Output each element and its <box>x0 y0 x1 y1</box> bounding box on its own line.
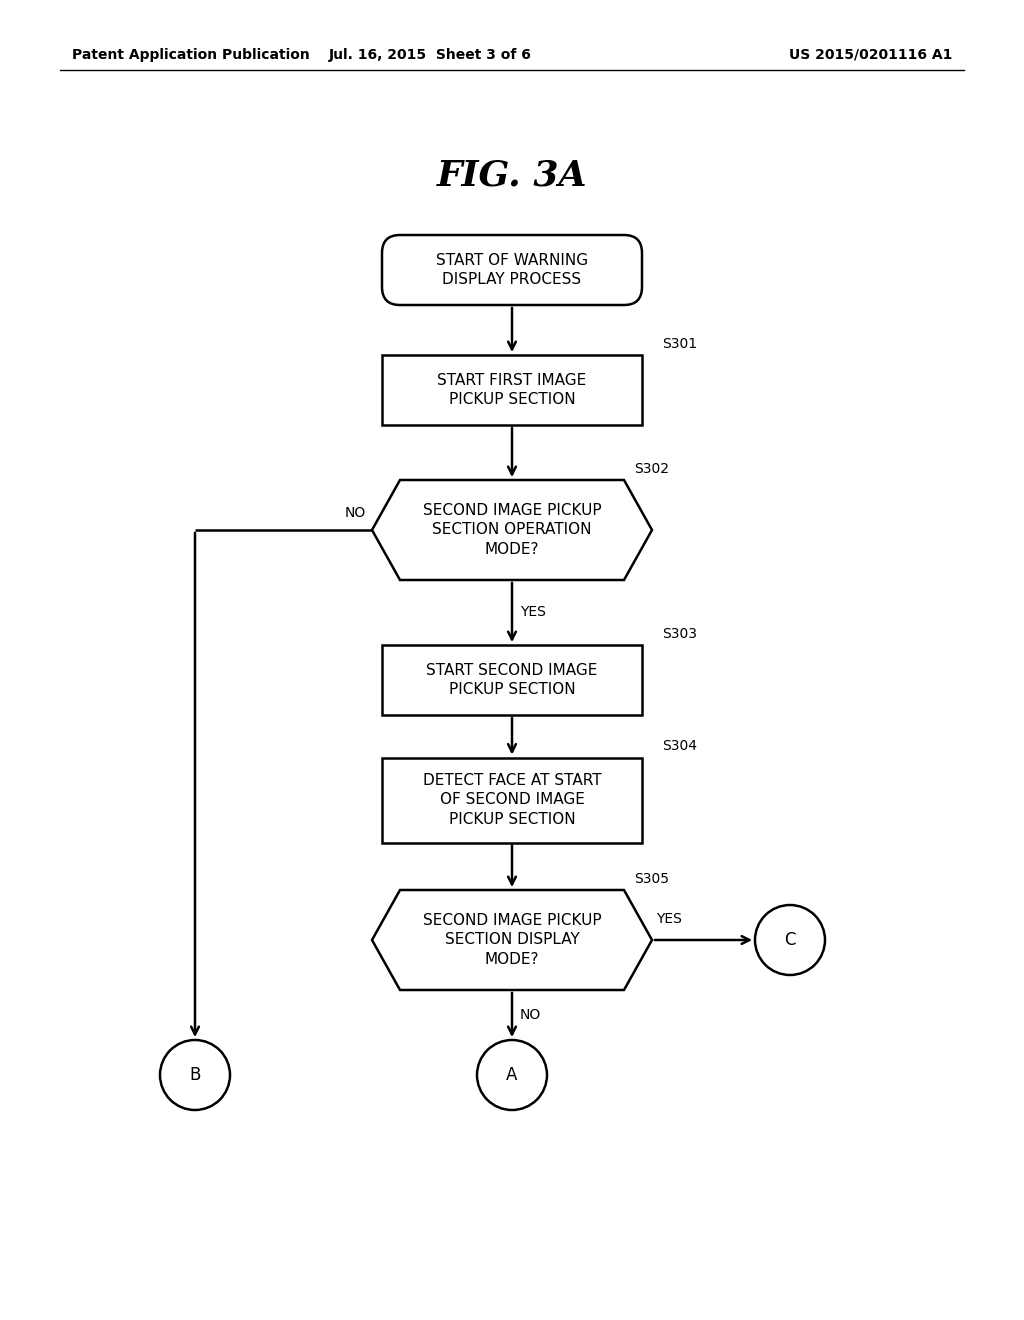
Text: NO: NO <box>520 1008 542 1022</box>
Bar <box>382 355 642 425</box>
Text: S305: S305 <box>634 873 669 886</box>
Text: S304: S304 <box>662 739 697 754</box>
Text: FIG. 3A: FIG. 3A <box>437 158 587 191</box>
Bar <box>382 645 642 715</box>
Circle shape <box>755 906 825 975</box>
Text: DETECT FACE AT START
OF SECOND IMAGE
PICKUP SECTION: DETECT FACE AT START OF SECOND IMAGE PIC… <box>423 772 601 828</box>
Text: START FIRST IMAGE
PICKUP SECTION: START FIRST IMAGE PICKUP SECTION <box>437 372 587 408</box>
Text: S301: S301 <box>662 337 697 351</box>
Text: START OF WARNING
DISPLAY PROCESS: START OF WARNING DISPLAY PROCESS <box>436 252 588 288</box>
Text: YES: YES <box>656 912 682 927</box>
Text: NO: NO <box>345 506 366 520</box>
Text: A: A <box>506 1067 518 1084</box>
Text: C: C <box>784 931 796 949</box>
Text: SECOND IMAGE PICKUP
SECTION DISPLAY
MODE?: SECOND IMAGE PICKUP SECTION DISPLAY MODE… <box>423 912 601 968</box>
Polygon shape <box>372 890 652 990</box>
Text: B: B <box>189 1067 201 1084</box>
Text: Jul. 16, 2015  Sheet 3 of 6: Jul. 16, 2015 Sheet 3 of 6 <box>329 48 531 62</box>
Text: YES: YES <box>520 606 546 619</box>
Polygon shape <box>372 480 652 579</box>
Bar <box>382 758 642 842</box>
Text: S303: S303 <box>662 627 697 642</box>
Text: SECOND IMAGE PICKUP
SECTION OPERATION
MODE?: SECOND IMAGE PICKUP SECTION OPERATION MO… <box>423 503 601 557</box>
Text: Patent Application Publication: Patent Application Publication <box>72 48 309 62</box>
Circle shape <box>477 1040 547 1110</box>
Circle shape <box>160 1040 230 1110</box>
Text: US 2015/0201116 A1: US 2015/0201116 A1 <box>788 48 952 62</box>
Text: START SECOND IMAGE
PICKUP SECTION: START SECOND IMAGE PICKUP SECTION <box>426 663 598 697</box>
Text: S302: S302 <box>634 462 669 477</box>
FancyBboxPatch shape <box>382 235 642 305</box>
